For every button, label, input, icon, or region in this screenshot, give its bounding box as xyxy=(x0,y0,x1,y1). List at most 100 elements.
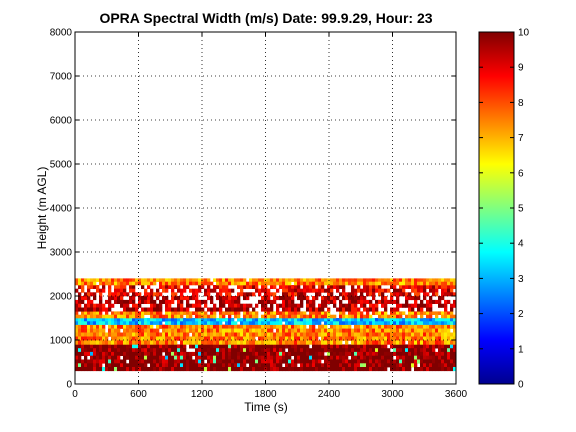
heatmap-cell xyxy=(129,367,133,372)
heatmap-cell xyxy=(225,363,229,368)
heatmap-cell xyxy=(183,307,187,312)
heatmap-cell xyxy=(153,355,157,360)
heatmap-cell xyxy=(102,285,106,289)
heatmap-cell xyxy=(426,303,430,308)
heatmap-cell xyxy=(423,296,427,301)
heatmap-cell xyxy=(270,344,274,349)
heatmap-cell xyxy=(402,324,406,329)
heatmap-cell xyxy=(336,285,340,289)
heatmap-cell xyxy=(81,324,85,329)
heatmap-cell xyxy=(441,314,445,319)
heatmap-cell xyxy=(321,307,325,312)
heatmap-cell xyxy=(327,351,331,356)
heatmap-cell xyxy=(249,314,253,319)
heatmap-cell xyxy=(411,285,415,289)
heatmap-cell xyxy=(198,355,202,360)
heatmap-cell xyxy=(174,292,178,297)
heatmap-cell xyxy=(228,336,232,341)
heatmap-cell xyxy=(405,299,409,304)
heatmap-cell xyxy=(138,336,142,341)
heatmap-cell xyxy=(387,299,391,304)
heatmap-cell xyxy=(171,359,175,364)
heatmap-cell xyxy=(285,285,289,289)
heatmap-cell xyxy=(354,332,358,337)
heatmap-cell xyxy=(165,332,169,337)
heatmap-cell xyxy=(282,359,286,364)
heatmap-cell xyxy=(201,363,205,368)
heatmap-cell xyxy=(300,318,304,322)
heatmap-cell xyxy=(417,328,421,333)
heatmap-cell xyxy=(180,314,184,319)
heatmap-cell xyxy=(282,351,286,356)
heatmap-cell xyxy=(90,332,94,337)
heatmap-cell xyxy=(81,296,85,301)
heatmap-cell xyxy=(309,318,313,322)
heatmap-cell xyxy=(243,348,247,353)
heatmap-cell xyxy=(414,359,418,364)
heatmap-cell xyxy=(324,363,328,368)
heatmap-cell xyxy=(96,351,100,356)
heatmap-cell xyxy=(126,348,130,353)
heatmap-cell xyxy=(285,281,289,286)
heatmap-cell xyxy=(96,311,100,315)
heatmap-cell xyxy=(135,321,139,325)
heatmap-cell xyxy=(195,321,199,325)
heatmap-cell xyxy=(384,281,388,286)
heatmap-cell xyxy=(378,359,382,364)
heatmap-cell xyxy=(273,321,277,325)
heatmap-cell xyxy=(447,318,451,322)
heatmap-cell xyxy=(306,278,310,282)
heatmap-cell xyxy=(381,351,385,356)
heatmap-cell xyxy=(258,344,262,349)
heatmap-cell xyxy=(201,314,205,319)
heatmap-cell xyxy=(156,363,160,368)
heatmap-cell xyxy=(138,340,142,345)
heatmap-cell xyxy=(96,340,100,345)
heatmap-cell xyxy=(315,328,319,333)
heatmap-cell xyxy=(189,351,193,356)
heatmap-cell xyxy=(120,340,124,345)
heatmap-cell xyxy=(438,278,442,282)
heatmap-cell xyxy=(453,332,456,337)
heatmap-cell xyxy=(222,332,226,337)
heatmap-cell xyxy=(375,328,379,333)
heatmap-cell xyxy=(150,281,154,286)
heatmap-cell xyxy=(453,340,456,345)
heatmap-cell xyxy=(231,281,235,286)
heatmap-cell xyxy=(237,336,241,341)
heatmap-cell xyxy=(132,351,136,356)
heatmap-cell xyxy=(186,367,190,372)
heatmap-cell xyxy=(375,332,379,337)
heatmap-cell xyxy=(378,318,382,322)
heatmap-cell xyxy=(240,355,244,360)
colorbar-tick-label: 10 xyxy=(518,28,530,39)
heatmap-cell xyxy=(201,311,205,315)
heatmap-cell xyxy=(261,307,265,312)
heatmap-cell xyxy=(279,318,283,322)
heatmap-cell xyxy=(201,318,205,322)
heatmap-cell xyxy=(291,299,295,304)
heatmap-cell xyxy=(360,367,364,372)
heatmap-cell xyxy=(93,321,97,325)
heatmap-cell xyxy=(216,351,220,356)
heatmap-cell xyxy=(99,348,103,353)
heatmap-cell xyxy=(198,332,202,337)
heatmap-cell xyxy=(165,288,169,293)
heatmap-cell xyxy=(210,314,214,319)
heatmap-cell xyxy=(327,311,331,315)
heatmap-cell xyxy=(327,363,331,368)
heatmap-cell xyxy=(135,332,139,337)
heatmap-cell xyxy=(372,321,376,325)
heatmap-cell xyxy=(90,359,94,364)
heatmap-cell xyxy=(144,332,148,337)
heatmap-cell xyxy=(228,321,232,325)
heatmap-cell xyxy=(138,359,142,364)
heatmap-cell xyxy=(267,359,271,364)
heatmap-cell xyxy=(135,324,139,329)
heatmap-cell xyxy=(420,288,424,293)
heatmap-cell xyxy=(111,340,115,345)
heatmap-cell xyxy=(246,336,250,341)
heatmap-cell xyxy=(126,324,130,329)
heatmap-cell xyxy=(135,328,139,333)
heatmap-cell xyxy=(219,324,223,329)
